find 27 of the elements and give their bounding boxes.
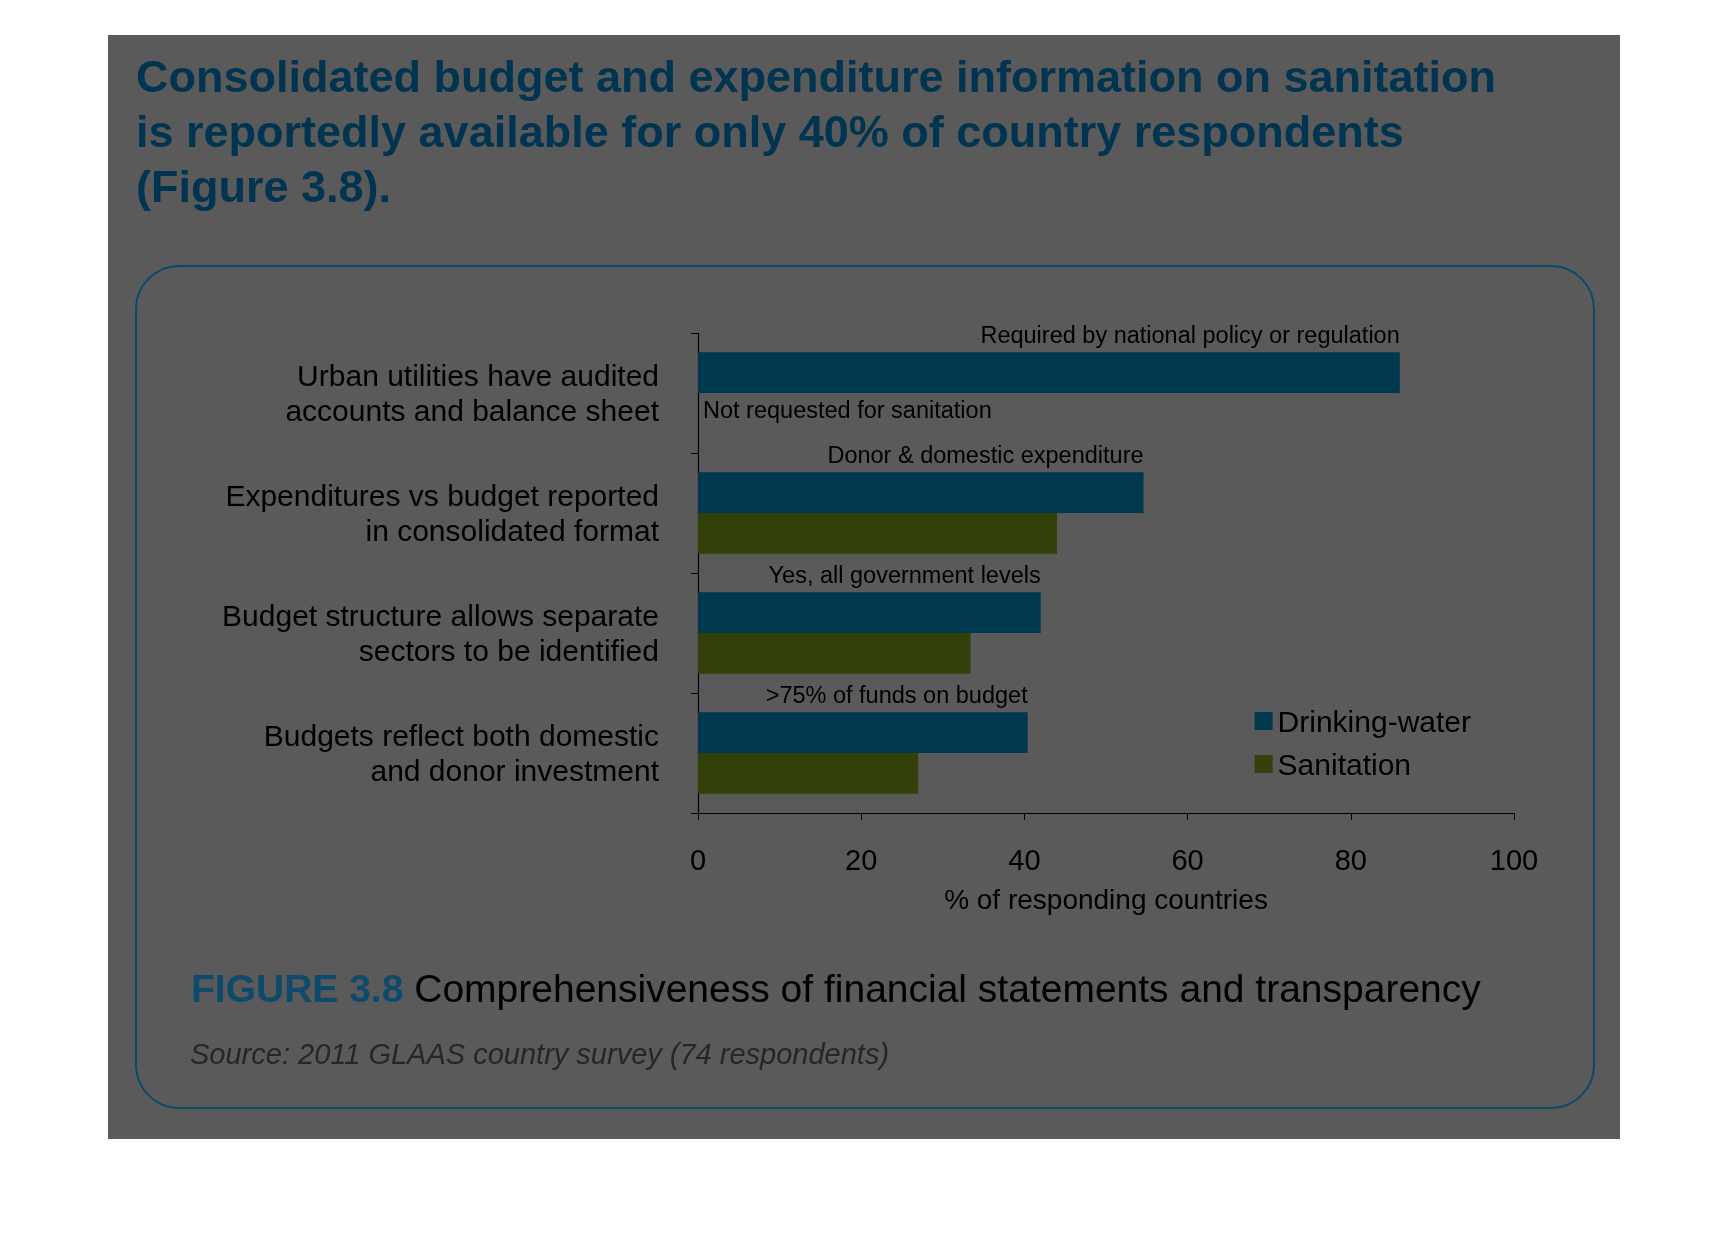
caption: FIGURE 3.8 Comprehensiveness of financial statements and transparency [191, 967, 1481, 1010]
bar [698, 352, 1400, 393]
bar [698, 753, 919, 794]
x-tick-label: 60 [1171, 843, 1204, 876]
annotation: Not requested for sanitation [703, 397, 992, 424]
y-tick-label: Expenditures vs budget reported in consolidated format [225, 479, 660, 547]
chart-title: Consolidated budget and expenditure information on sanitation is reportedly available for only 40% of country respondents (Figure 3.8). [136, 50, 1498, 214]
y-tick-label: Budget structure allows separate sectors to be identified [222, 599, 659, 667]
bar [698, 712, 1028, 753]
x-tick-label: 40 [1008, 843, 1041, 876]
x-tick-label: 20 [845, 843, 878, 876]
x-tick-label: 80 [1334, 843, 1367, 876]
x-tick-label: 0 [689, 843, 707, 876]
y-tick-label: Urban utilities have audited accounts and balance sheet [285, 359, 660, 427]
x-tick-label: 100 [1489, 843, 1539, 876]
bar [698, 513, 1058, 554]
annotation: Required by national policy or regulation [980, 322, 1400, 349]
legend-label: Sanitation [1277, 747, 1412, 781]
annotation: Donor & domestic expenditure [827, 442, 1144, 469]
x-axis-title: % of responding countries [944, 883, 1268, 915]
annotation: >75% of funds on budget [765, 682, 1029, 709]
bar [698, 592, 1041, 633]
y-tick-label: Budgets reflect both domestic and donor investment [263, 719, 660, 787]
bar [698, 633, 971, 674]
bar [698, 472, 1144, 513]
legend-label: Drinking-water [1277, 704, 1472, 738]
annotation: Yes, all government levels [768, 562, 1041, 589]
